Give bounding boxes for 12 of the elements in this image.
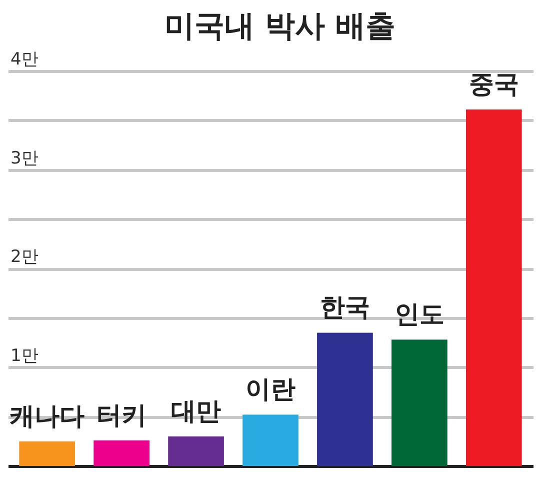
x-tick-label: 이란 — [246, 374, 296, 404]
y-tick-label: 4만 — [10, 50, 38, 70]
x-tick-label: 터키 — [96, 400, 147, 430]
x-tick-label: 캐나다 — [10, 401, 85, 430]
chart-title: 미국내 박사 배출 — [164, 8, 396, 46]
x-tick-label: 한국 — [320, 292, 370, 322]
y-tick-label: 3만 — [10, 148, 38, 168]
x-tick-label: 인도 — [394, 300, 444, 329]
x-tick-label: 중국 — [468, 70, 519, 99]
x-tick-label: 대만 — [171, 396, 222, 426]
y-tick-label: 2만 — [10, 247, 38, 267]
y-tick-label: 1만 — [10, 346, 38, 366]
